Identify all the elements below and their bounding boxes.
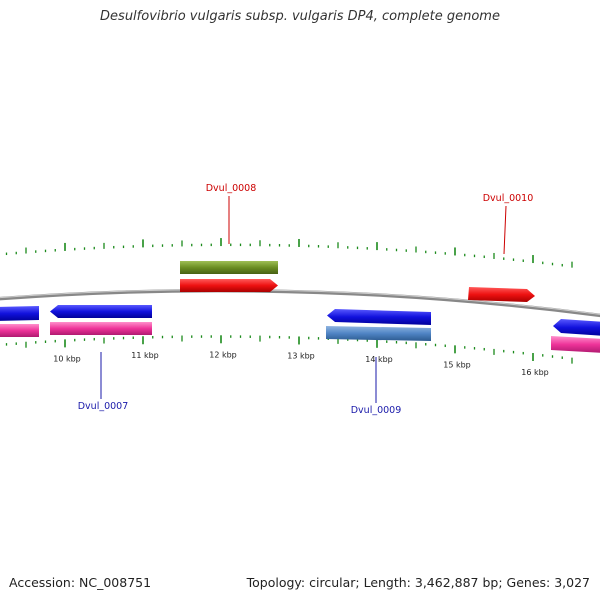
gene-labels: Dvul_0007 Dvul_0008 Dvul_0009 Dvul_0010	[78, 183, 534, 416]
tick-label-14kbp: 14 kbp	[365, 355, 393, 364]
gene-dvul-0007[interactable]	[50, 322, 152, 335]
leader-dvul-0010	[503, 205, 507, 255]
tick-label-11kbp: 11 kbp	[131, 351, 159, 360]
tick-label-12kbp: 12 kbp	[209, 350, 237, 359]
label-dvul-0009[interactable]: Dvul_0009	[351, 405, 402, 416]
inner-tick-ring	[5, 335, 573, 364]
backbone-highlight	[0, 289, 600, 315]
gene-track-reverse	[0, 322, 600, 353]
gene-track-forward	[180, 261, 278, 274]
cds-dvul-0009[interactable]	[327, 309, 431, 325]
gene-dvul-0011[interactable]	[551, 336, 600, 353]
gene-dvul-0009[interactable]	[326, 326, 431, 341]
outer-tick-ring	[5, 238, 573, 268]
tick-label-15kbp: 15 kbp	[443, 361, 471, 370]
cds-dvul-0008[interactable]	[180, 279, 278, 292]
accession-text: Accession: NC_008751	[9, 575, 152, 590]
label-dvul-0008[interactable]: Dvul_0008	[206, 183, 257, 194]
genome-summary-text: Topology: circular; Length: 3,462,887 bp…	[246, 575, 590, 590]
gene-dvul-0006[interactable]	[0, 324, 39, 337]
label-dvul-0007[interactable]: Dvul_0007	[78, 401, 129, 412]
cds-dvul-0006[interactable]	[0, 306, 39, 321]
cds-track-reverse	[0, 305, 600, 336]
label-dvul-0010[interactable]: Dvul_0010	[483, 193, 534, 204]
gene-dvul-0008[interactable]	[180, 261, 278, 274]
label-leaders	[100, 196, 507, 403]
map-title: Desulfovibrio vulgaris subsp. vulgaris D…	[100, 9, 500, 24]
cds-dvul-0011[interactable]	[553, 319, 600, 336]
tick-labels: 10 kbp 11 kbp 12 kbp 13 kbp 14 kbp 15 kbp 16 k…	[53, 350, 549, 377]
tick-label-10kbp: 10 kbp	[53, 354, 81, 363]
tick-label-16kbp: 16 kbp	[521, 368, 549, 377]
backbone-circle	[0, 288, 600, 318]
cds-track-forward	[180, 279, 535, 302]
cds-dvul-0010[interactable]	[468, 287, 535, 302]
tick-label-13kbp: 13 kbp	[287, 352, 315, 361]
cds-dvul-0007[interactable]	[50, 305, 152, 318]
